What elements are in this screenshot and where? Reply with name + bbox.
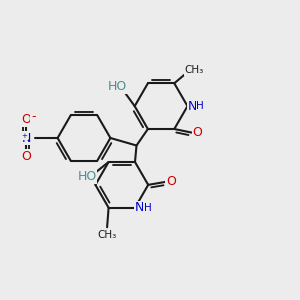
Text: CH₃: CH₃ xyxy=(185,65,204,75)
Text: N: N xyxy=(21,131,31,145)
Text: H: H xyxy=(144,203,152,213)
Text: -: - xyxy=(31,110,36,124)
Text: N: N xyxy=(135,201,144,214)
Text: N: N xyxy=(187,100,197,112)
Text: O: O xyxy=(21,113,31,127)
Text: O: O xyxy=(192,126,202,139)
Text: CH₃: CH₃ xyxy=(98,230,117,240)
Text: H: H xyxy=(196,101,204,111)
Text: O: O xyxy=(21,149,31,163)
Text: O: O xyxy=(166,176,176,188)
Text: +: + xyxy=(22,134,28,140)
Text: HO: HO xyxy=(108,80,127,93)
Text: HO: HO xyxy=(77,170,97,183)
